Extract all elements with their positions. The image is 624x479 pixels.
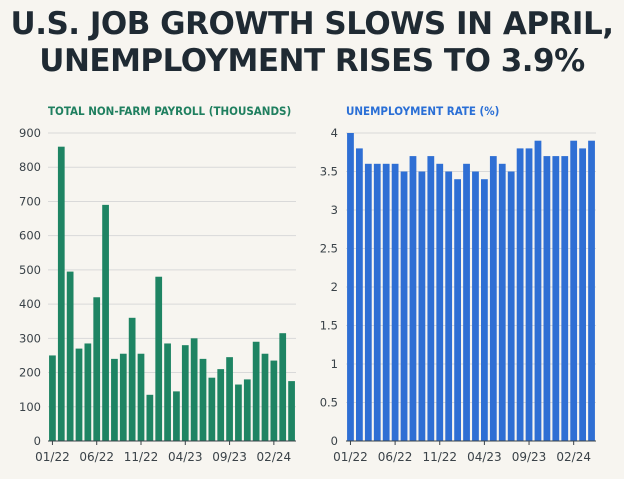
unemployment-bar [489,156,497,441]
unemployment-y-tick-label: 3.5 [320,165,338,179]
unemployment-bar [436,163,444,442]
payroll-y-tick-label: 400 [19,297,41,311]
payroll-bar [57,146,65,441]
unemployment-y-tick-label: 4 [331,126,338,140]
unemployment-y-tick-label: 1 [331,357,338,371]
chart-title-line-1: U.S. JOB GROWTH SLOWS IN APRIL, [10,6,614,42]
unemployment-bar [391,163,399,442]
payroll-y-tick-label: 500 [19,263,41,277]
payroll-y-tick-label: 300 [19,331,41,345]
unemployment-bar [534,140,542,441]
payroll-x-tick-label: 04/23 [168,450,203,464]
unemployment-bar [454,179,461,441]
chart-title: U.S. JOB GROWTH SLOWS IN APRIL, UNEMPLOY… [0,6,624,80]
payroll-bar [128,317,136,441]
unemployment-bar [561,156,569,441]
unemployment-bar [364,163,372,442]
chart-title-line-2: UNEMPLOYMENT RISES TO 3.9% [39,43,585,79]
payroll-y-tick-label: 0 [34,434,41,448]
payroll-bar [164,343,171,441]
unemployment-bar [373,163,381,442]
payroll-y-tick-label: 800 [19,160,41,174]
unemployment-y-tick-label: 0 [331,434,338,448]
unemployment-bar [481,179,488,441]
unemployment-x-tick-label: 04/23 [467,450,502,464]
unemployment-bar [472,171,479,441]
unemployment-bar [516,148,524,441]
unemployment-y-tick-label: 0.5 [320,396,338,410]
unemployment-y-tick-label: 2 [331,280,338,294]
payroll-bar [66,271,74,441]
unemployment-y-tick-label: 3 [331,203,338,217]
payroll-y-tick-label: 900 [19,126,41,140]
unemployment-bar [347,133,354,441]
unemployment-bar [570,140,578,441]
payroll-bar [84,343,92,441]
payroll-bar [75,348,83,441]
payroll-bar [155,276,163,441]
unemployment-bar [409,156,417,441]
payroll-bar [217,369,225,441]
payroll-bar [181,345,189,441]
unemployment-bar [400,171,408,441]
unemployment-x-tick-label: 06/22 [378,450,413,464]
unemployment-bar [356,148,363,441]
unemployment-bar [579,148,586,441]
unemployment-x-tick-label: 02/24 [556,450,591,464]
unemployment-bar [427,156,435,441]
unemployment-bar [463,163,470,442]
unemployment-x-tick-label: 09/23 [512,450,547,464]
payroll-bar [270,360,278,441]
payroll-bar [279,333,287,441]
payroll-bar [102,204,109,441]
payroll-bar [226,357,233,441]
payroll-bar [173,391,180,441]
payroll-y-tick-label: 100 [19,400,41,414]
unemployment-x-tick-label: 11/22 [422,450,457,464]
payroll-bar [288,381,295,441]
payroll-x-tick-label: 02/24 [257,450,292,464]
payroll-x-tick-label: 11/22 [124,450,159,464]
payroll-bar [199,358,207,441]
payroll-bar [49,355,56,441]
unemployment-bar [588,140,595,441]
payroll-bar [137,353,145,441]
payroll-bar [93,297,101,441]
unemployment-bar [525,148,533,441]
unemployment-bar [445,171,453,441]
unemployment-y-tick-label: 2.5 [320,242,338,256]
payroll-bar [243,379,251,441]
payroll-bar [190,338,198,441]
payroll-x-tick-label: 06/22 [79,450,114,464]
unemployment-bar [498,163,506,442]
payroll-bar [119,353,127,441]
unemployment-bar [418,171,426,441]
payroll-y-tick-label: 200 [19,366,41,380]
unemployment-x-tick-label: 01/22 [333,450,368,464]
unemployment-y-tick-label: 1.5 [320,319,338,333]
payroll-x-tick-label: 09/23 [212,450,247,464]
payroll-bar [208,377,216,441]
payroll-bar [235,384,242,441]
unemployment-bar [507,171,515,441]
payroll-y-tick-label: 600 [19,229,41,243]
payroll-bar [111,358,118,441]
payroll-x-tick-label: 01/22 [35,450,70,464]
payroll-y-tick-label: 700 [19,194,41,208]
unemployment-bar [543,156,551,441]
unemployment-bar [552,156,560,441]
payroll-bar [252,341,260,441]
payroll-chart-title: TOTAL NON-FARM PAYROLL (THOUSANDS) [48,104,292,118]
payroll-bar [146,394,154,441]
unemployment-bar [382,163,390,442]
unemployment-chart-title: UNEMPLOYMENT RATE (%) [346,104,500,118]
payroll-bar [261,353,269,441]
